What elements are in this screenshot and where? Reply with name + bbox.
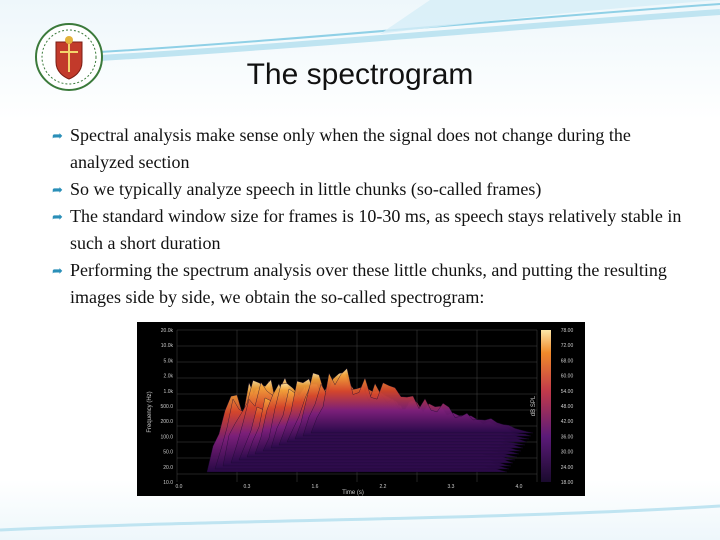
bullet-list: ➦ Spectral analysis make sense only when…: [52, 122, 692, 311]
y-axis-label: Frequency (Hz): [147, 391, 153, 432]
x-tick-label: 2.2: [380, 484, 387, 490]
colorbar-tick-label: 24.00: [561, 465, 574, 471]
y-tick-label: 1.0k: [164, 389, 174, 395]
bullet-item: ➦ The standard window size for frames is…: [52, 203, 692, 257]
curved-arrow-bullet-icon: ➦: [52, 263, 63, 278]
colorbar-ticks: 78.00 72.00 68.00 60.00 54.00 48.00 42.00 36.00…: [561, 328, 574, 486]
y-tick-label: 20.0k: [161, 328, 174, 334]
x-axis-ticks: 0.0 0.3 1.6 2.2 3.3 4.0: [176, 484, 523, 490]
y-tick-label: 10.0: [163, 480, 173, 486]
top-decoration: [99, 0, 720, 61]
x-tick-label: 1.6: [312, 484, 319, 490]
y-tick-label: 200.0: [160, 419, 173, 425]
curved-arrow-bullet-icon: ➦: [52, 182, 63, 197]
bullet-text: Performing the spectrum analysis over th…: [70, 260, 667, 307]
y-tick-label: 500.0: [160, 404, 173, 410]
spectrogram-ridge: [310, 368, 534, 434]
colorbar: [541, 330, 551, 482]
colorbar-label: dB SPL: [531, 395, 537, 416]
bullet-item: ➦ Spectral analysis make sense only when…: [52, 122, 692, 176]
x-tick-label: 0.0: [176, 484, 183, 490]
colorbar-tick-label: 72.00: [561, 343, 574, 349]
university-crest-logo: [35, 23, 103, 91]
bullet-item: ➦ Performing the spectrum analysis over …: [52, 257, 692, 311]
y-tick-label: 100.0: [160, 434, 173, 440]
colorbar-tick-label: 78.00: [561, 328, 574, 334]
y-tick-label: 10.0k: [161, 343, 174, 349]
colorbar-tick-label: 30.00: [561, 450, 574, 456]
x-tick-label: 4.0: [516, 484, 523, 490]
bullet-text: The standard window size for frames is 1…: [70, 206, 682, 253]
spectrogram-figure: 20.0k 10.0k 5.0k 2.0k 1.0k 500.0 200.0 100.0 50.…: [137, 322, 585, 496]
colorbar-tick-label: 60.00: [561, 374, 574, 380]
y-tick-label: 2.0k: [164, 374, 174, 380]
y-axis-ticks: 20.0k 10.0k 5.0k 2.0k 1.0k 500.0 200.0 100.0 50.…: [160, 328, 173, 486]
y-tick-label: 5.0k: [164, 358, 174, 364]
colorbar-tick-label: 54.00: [561, 389, 574, 395]
colorbar-tick-label: 36.00: [561, 434, 574, 440]
colorbar-tick-label: 48.00: [561, 404, 574, 410]
colorbar-tick-label: 18.00: [561, 480, 574, 486]
y-tick-label: 50.0: [163, 450, 173, 456]
x-tick-label: 3.3: [448, 484, 455, 490]
colorbar-tick-label: 68.00: [561, 358, 574, 364]
y-tick-label: 20.0: [163, 465, 173, 471]
bottom-decoration: [0, 504, 720, 532]
spectrogram-surface: [206, 368, 534, 473]
curved-arrow-bullet-icon: ➦: [52, 209, 63, 224]
x-axis-label: Time (s): [342, 490, 364, 496]
bullet-text: So we typically analyze speech in little…: [70, 179, 542, 199]
curved-arrow-bullet-icon: ➦: [52, 128, 63, 143]
colorbar-tick-label: 42.00: [561, 419, 574, 425]
x-tick-label: 0.3: [244, 484, 251, 490]
slide-title: The spectrogram: [246, 58, 474, 91]
bullet-item: ➦ So we typically analyze speech in litt…: [52, 176, 692, 203]
bullet-text: Spectral analysis make sense only when t…: [70, 125, 631, 172]
